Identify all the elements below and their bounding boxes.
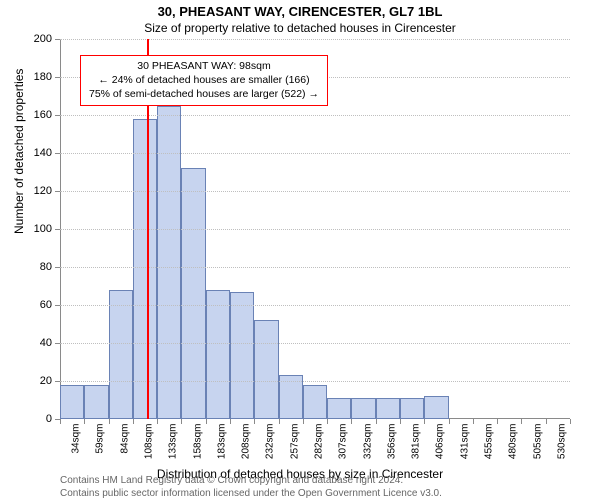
y-tick-mark bbox=[55, 267, 60, 268]
x-tick-label: 282sqm bbox=[314, 424, 325, 460]
x-tick-mark bbox=[84, 419, 85, 424]
annotation-line-3: 75% of semi-detached houses are larger (… bbox=[89, 87, 319, 101]
x-tick-label: 133sqm bbox=[168, 424, 179, 460]
y-tick-label: 20 bbox=[12, 375, 52, 387]
y-tick-mark bbox=[55, 77, 60, 78]
gridline bbox=[60, 267, 570, 268]
x-tick-mark bbox=[424, 419, 425, 424]
x-tick-label: 530sqm bbox=[556, 424, 567, 460]
gridline bbox=[60, 115, 570, 116]
x-tick-mark bbox=[570, 419, 571, 424]
x-tick-mark bbox=[376, 419, 377, 424]
x-tick-mark bbox=[109, 419, 110, 424]
x-tick-label: 332sqm bbox=[362, 424, 373, 460]
y-tick-mark bbox=[55, 191, 60, 192]
x-tick-mark bbox=[449, 419, 450, 424]
x-tick-mark bbox=[254, 419, 255, 424]
y-tick-label: 60 bbox=[12, 299, 52, 311]
histogram-bar bbox=[230, 292, 254, 419]
y-tick-mark bbox=[55, 115, 60, 116]
x-tick-label: 381sqm bbox=[411, 424, 422, 460]
x-tick-label: 208sqm bbox=[241, 424, 252, 460]
x-tick-mark bbox=[206, 419, 207, 424]
x-tick-label: 406sqm bbox=[435, 424, 446, 460]
histogram-bar bbox=[206, 290, 230, 419]
y-tick-mark bbox=[55, 381, 60, 382]
attribution-text: Contains HM Land Registry data © Crown c… bbox=[60, 474, 442, 500]
x-tick-mark bbox=[546, 419, 547, 424]
histogram-bar bbox=[400, 398, 424, 419]
gridline bbox=[60, 343, 570, 344]
y-tick-mark bbox=[55, 153, 60, 154]
gridline bbox=[60, 191, 570, 192]
x-tick-mark bbox=[351, 419, 352, 424]
gridline bbox=[60, 229, 570, 230]
histogram-bar bbox=[376, 398, 400, 419]
y-tick-mark bbox=[55, 39, 60, 40]
x-tick-mark bbox=[327, 419, 328, 424]
x-tick-label: 232sqm bbox=[265, 424, 276, 460]
x-tick-mark bbox=[400, 419, 401, 424]
x-tick-mark bbox=[181, 419, 182, 424]
x-tick-label: 356sqm bbox=[386, 424, 397, 460]
x-tick-mark bbox=[473, 419, 474, 424]
x-tick-mark bbox=[303, 419, 304, 424]
histogram-bar bbox=[327, 398, 351, 419]
x-tick-mark bbox=[521, 419, 522, 424]
x-tick-label: 34sqm bbox=[71, 424, 82, 454]
y-tick-label: 0 bbox=[12, 413, 52, 425]
x-tick-mark bbox=[279, 419, 280, 424]
chart-title: 30, PHEASANT WAY, CIRENCESTER, GL7 1BL bbox=[0, 4, 600, 19]
x-tick-mark bbox=[230, 419, 231, 424]
gridline bbox=[60, 305, 570, 306]
plot-wrap: 02040608010012014016018020034sqm59sqm84s… bbox=[60, 39, 570, 419]
x-tick-label: 431sqm bbox=[459, 424, 470, 460]
x-tick-mark bbox=[133, 419, 134, 424]
gridline bbox=[60, 381, 570, 382]
x-tick-label: 257sqm bbox=[289, 424, 300, 460]
annotation-box: 30 PHEASANT WAY: 98sqm ← 24% of detached… bbox=[80, 55, 328, 106]
gridline bbox=[60, 153, 570, 154]
x-tick-label: 480sqm bbox=[508, 424, 519, 460]
histogram-bar bbox=[303, 385, 327, 419]
x-tick-mark bbox=[157, 419, 158, 424]
annotation-line-1: 30 PHEASANT WAY: 98sqm bbox=[89, 59, 319, 73]
chart-container: 30, PHEASANT WAY, CIRENCESTER, GL7 1BL S… bbox=[0, 4, 600, 500]
gridline bbox=[60, 39, 570, 40]
y-tick-label: 40 bbox=[12, 337, 52, 349]
x-tick-label: 505sqm bbox=[532, 424, 543, 460]
histogram-bar bbox=[84, 385, 108, 419]
x-tick-label: 307sqm bbox=[338, 424, 349, 460]
y-tick-mark bbox=[55, 343, 60, 344]
x-tick-label: 108sqm bbox=[144, 424, 155, 460]
attribution-line-2: Contains public sector information licen… bbox=[60, 487, 442, 500]
annotation-line-2: ← 24% of detached houses are smaller (16… bbox=[89, 73, 319, 87]
x-tick-mark bbox=[497, 419, 498, 424]
x-tick-mark bbox=[60, 419, 61, 424]
y-tick-label: 80 bbox=[12, 261, 52, 273]
histogram-bar bbox=[109, 290, 133, 419]
chart-subtitle: Size of property relative to detached ho… bbox=[0, 21, 600, 35]
y-tick-label: 200 bbox=[12, 33, 52, 45]
y-axis-title: Number of detached properties bbox=[12, 69, 26, 234]
histogram-bar bbox=[60, 385, 84, 419]
attribution-line-1: Contains HM Land Registry data © Crown c… bbox=[60, 474, 442, 487]
x-tick-label: 183sqm bbox=[216, 424, 227, 460]
histogram-bar bbox=[424, 396, 448, 419]
histogram-bar bbox=[133, 119, 157, 419]
x-tick-label: 158sqm bbox=[192, 424, 203, 460]
histogram-bar bbox=[351, 398, 375, 419]
x-tick-label: 84sqm bbox=[119, 424, 130, 454]
y-tick-mark bbox=[55, 305, 60, 306]
histogram-bar bbox=[254, 320, 278, 419]
x-tick-label: 455sqm bbox=[484, 424, 495, 460]
x-tick-label: 59sqm bbox=[95, 424, 106, 454]
y-tick-mark bbox=[55, 229, 60, 230]
